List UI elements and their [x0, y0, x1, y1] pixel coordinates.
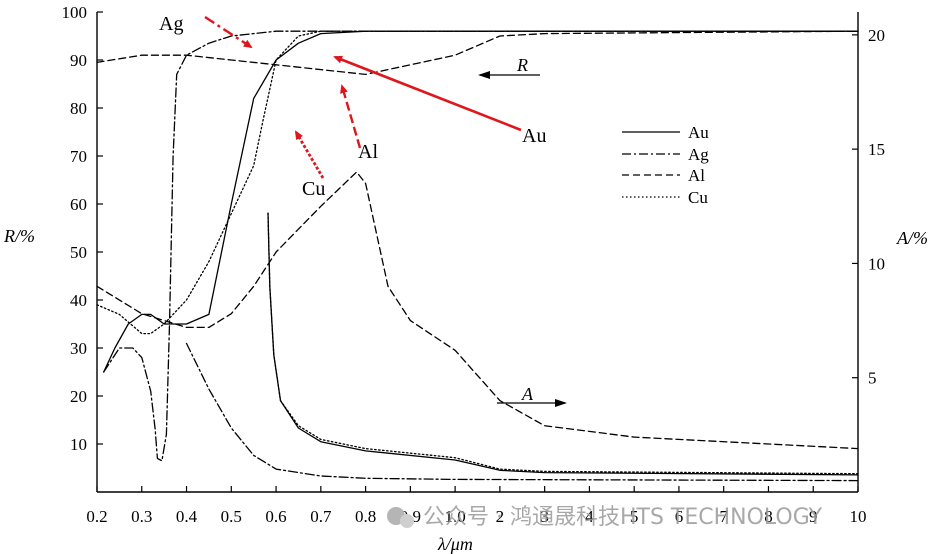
series-cu-reflectance-line — [96, 30, 859, 335]
y-right-tick-label-1: 10 — [868, 254, 885, 273]
y-left-tick-label-3: 40 — [70, 291, 87, 310]
y-right-tick-label-3: 20 — [868, 26, 885, 45]
annotations: Ag Au Al Cu — [159, 13, 546, 200]
y-left-tick-label-5: 60 — [70, 195, 87, 214]
x-tick-label-0: 0.2 — [86, 507, 107, 526]
series-au-absorptance-line — [267, 212, 859, 476]
y-left-tick-label-2: 30 — [70, 339, 87, 358]
series-ag-absorptance-line — [185, 342, 859, 482]
a-indicator: A — [497, 384, 567, 407]
a-inline-label: A — [521, 384, 534, 404]
watermark-text: 公众号 · 鸿通晟科技HTS TECHNOLOGY — [423, 505, 823, 530]
r-inline-label: R — [516, 55, 528, 75]
legend-label-au: Au — [688, 123, 709, 142]
x-tick-label-2: 0.4 — [176, 507, 198, 526]
annotation-cu-arrow — [294, 130, 325, 179]
annotation-au-arrow — [333, 55, 522, 132]
x-tick-label-10: 3 — [540, 507, 549, 526]
y-left-tick-label-6: 70 — [70, 147, 87, 166]
y-right-axis-title: A/% — [896, 228, 928, 248]
y-left-tick-label-4: 50 — [70, 243, 87, 262]
x-tick-label-17: 10 — [850, 507, 867, 526]
x-tick-label-9: 2 — [496, 507, 505, 526]
x-tick-label-16: 9 — [809, 507, 818, 526]
y-right-axis-ticks: 5 10 15 20 — [852, 26, 885, 388]
y-left-tick-label-0: 10 — [70, 435, 87, 454]
series-cu-absorptance-line — [267, 212, 859, 475]
annotation-ag-arrow — [204, 15, 253, 49]
annotation-al-arrow — [340, 84, 362, 149]
x-tick-label-1: 0.3 — [131, 507, 152, 526]
series-al-absorptance-line — [96, 171, 859, 450]
x-tick-label-14: 7 — [719, 507, 728, 526]
y-right-tick-label-2: 15 — [868, 140, 885, 159]
legend-label-cu: Cu — [688, 188, 708, 207]
y-left-tick-label-7: 80 — [70, 99, 87, 118]
legend-label-ag: Ag — [688, 145, 709, 164]
x-tick-label-15: 8 — [764, 507, 773, 526]
annotation-cu-label: Cu — [302, 178, 325, 200]
y-left-tick-label-8: 90 — [70, 51, 87, 70]
x-tick-label-6: 0.8 — [355, 507, 376, 526]
watermark: 公众号 · 鸿通晟科技HTS TECHNOLOGY — [387, 505, 823, 530]
x-axis-title: λ/μm — [437, 534, 473, 554]
x-tick-label-4: 0.6 — [265, 507, 286, 526]
y-left-axis-ticks: 10 20 30 40 50 60 70 80 90 100 — [62, 3, 103, 454]
series-au-reflectance-line — [103, 30, 859, 373]
annotation-al-label: Al — [358, 141, 378, 163]
x-tick-label-11: 4 — [585, 507, 594, 526]
y-right-tick-label-0: 5 — [868, 369, 877, 388]
legend: Au Ag Al Cu — [622, 123, 709, 207]
annotation-ag-label: Ag — [159, 13, 183, 35]
annotation-au-label: Au — [522, 125, 546, 147]
legend-label-al: Al — [688, 166, 705, 185]
plot-frame — [96, 12, 859, 493]
x-tick-label-8: 1.0 — [444, 507, 465, 526]
x-tick-label-12: 5 — [630, 507, 639, 526]
y-left-tick-label-9: 100 — [62, 3, 88, 22]
series-ag-reflectance-line — [103, 30, 859, 462]
x-tick-label-3: 0.5 — [221, 507, 242, 526]
x-tick-label-5: 0.7 — [310, 507, 332, 526]
y-left-tick-label-1: 20 — [70, 387, 87, 406]
wechat-icon-small — [400, 514, 414, 528]
series-curves — [96, 30, 859, 482]
series-al-reflectance-line — [96, 30, 859, 76]
x-tick-label-13: 6 — [675, 507, 684, 526]
y-left-axis-title: R/% — [3, 226, 35, 246]
r-indicator: R — [478, 55, 540, 79]
